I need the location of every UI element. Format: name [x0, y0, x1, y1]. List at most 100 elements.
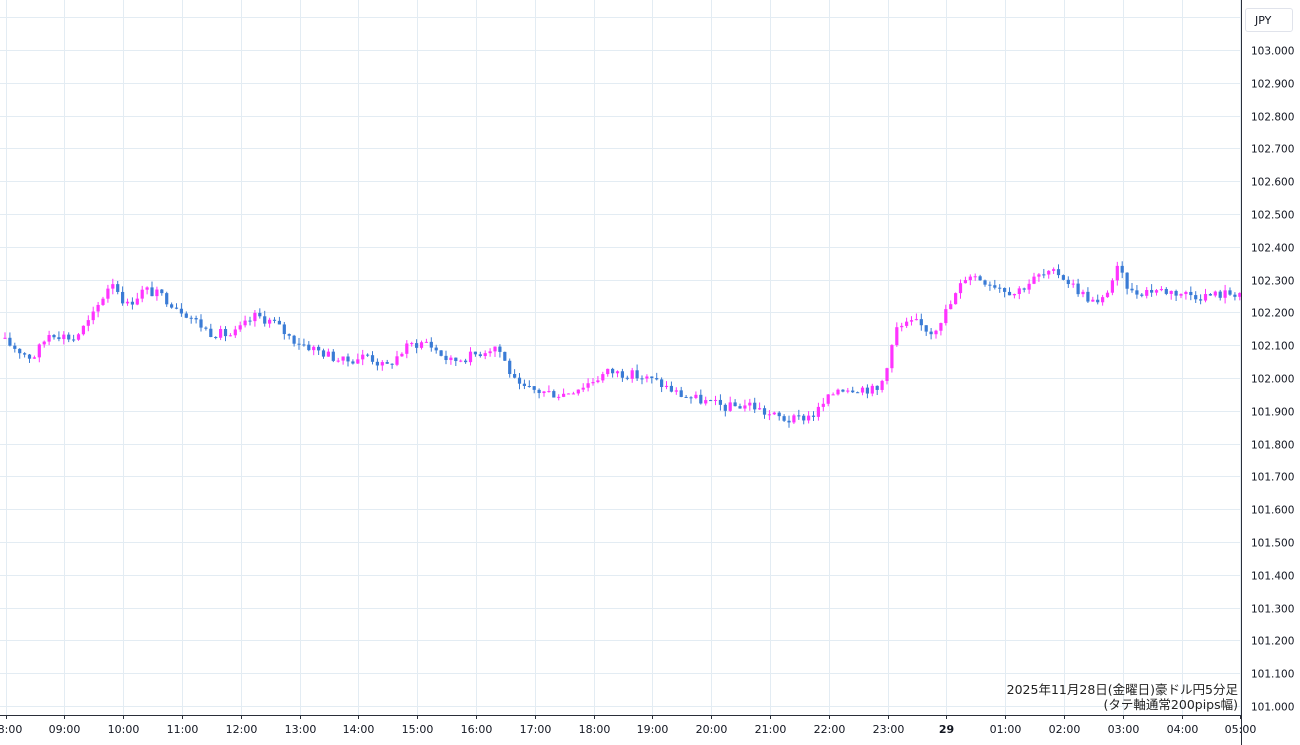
x-tick-label: 16:00 [461, 723, 493, 736]
time-axis[interactable]: 08:00 09:00 10:00 11:00 12:00 13:00 14:00 15:00… [0, 715, 1256, 736]
candle-body-up [591, 382, 595, 384]
x-tick-label: 15:00 [402, 723, 434, 736]
candle-body-up [356, 359, 360, 364]
candle-body-down [277, 320, 282, 325]
candlestick-series [3, 261, 1242, 428]
candle-body-up [944, 309, 948, 324]
candle-body-down [263, 316, 267, 324]
candle-body-down [983, 280, 987, 285]
candle-body-up [821, 403, 825, 407]
candle-body-up [468, 351, 473, 363]
candle-body-up [135, 298, 139, 305]
candle-body-up [243, 320, 247, 326]
candle-body-down [532, 386, 536, 390]
x-tick-label: 01:00 [990, 723, 1022, 736]
candle-body-up [870, 385, 874, 394]
candle-body-up [405, 343, 409, 354]
candle-body-down [856, 392, 860, 394]
candle-body-down [1056, 269, 1061, 276]
candle-body-up [1081, 291, 1085, 295]
candle-body-down [1007, 291, 1012, 296]
candle-body-down [1003, 288, 1007, 292]
currency-badge[interactable]: JPY [1245, 8, 1293, 32]
candle-body-up [557, 396, 561, 398]
candle-body-down [684, 396, 688, 398]
candle-body-up [1203, 294, 1208, 301]
candle-body-down [307, 344, 311, 351]
candle-body-down [753, 402, 757, 410]
candle-body-up [1179, 294, 1183, 296]
candle-body-down [1140, 294, 1144, 296]
candle-body-up [145, 287, 149, 290]
candle-body-down [116, 284, 120, 292]
candle-body-down [537, 389, 541, 394]
candle-body-up [792, 415, 796, 423]
candle-body-down [924, 325, 928, 332]
candle-body-down [351, 361, 355, 364]
candle-body-up [1169, 290, 1173, 294]
candle-body-up [125, 301, 130, 304]
candle-body-up [826, 394, 830, 404]
candle-body-down [660, 379, 664, 388]
price-axis[interactable]: 103.000 102.900 102.800 102.700 102.600 102.5… [1251, 46, 1294, 714]
candle-body-down [415, 343, 419, 348]
x-tick-label: 02:00 [1049, 723, 1081, 736]
candle-body-down [738, 406, 742, 409]
y-tick-label: 101.500 [1251, 538, 1294, 550]
candle-body-up [831, 394, 835, 396]
candle-body-up [586, 383, 590, 388]
x-tick-label: 08:00 [0, 723, 22, 736]
candle-body-down [150, 287, 154, 297]
candle-body-up [958, 283, 963, 294]
candle-body-down [160, 289, 164, 294]
candle-body-down [1125, 272, 1129, 289]
candle-body-up [140, 289, 144, 299]
y-tick-label: 101.300 [1251, 604, 1294, 616]
candle-body-up [326, 351, 331, 357]
candle-body-down [988, 284, 992, 286]
candle-body-down [875, 385, 879, 390]
candle-body-down [718, 399, 723, 405]
candle-body-up [542, 391, 546, 394]
candle-body-up [1159, 289, 1164, 291]
candle-body-down [248, 320, 252, 322]
x-tick-label: 19:00 [637, 723, 669, 736]
candle-body-up [934, 330, 938, 335]
candle-body-down [640, 378, 644, 380]
candle-body-up [728, 402, 732, 411]
candle-body-up [772, 412, 776, 415]
candle-body-up [1047, 270, 1051, 275]
candle-body-down [390, 363, 394, 365]
candle-body-down [165, 293, 169, 305]
candle-body-down [650, 376, 654, 379]
y-tick-label: 102.300 [1251, 276, 1294, 288]
candle-body-down [513, 374, 517, 378]
candle-body-up [1101, 297, 1105, 303]
candle-body-up [228, 335, 233, 337]
y-tick-label: 102.700 [1251, 144, 1294, 156]
candle-body-down [8, 337, 12, 346]
candle-body-down [174, 307, 179, 309]
candle-body-down [1066, 279, 1070, 285]
candle-body-up [900, 325, 904, 328]
candle-body-up [1091, 299, 1095, 302]
y-tick-label: 102.800 [1251, 112, 1294, 124]
candle-body-down [782, 416, 786, 421]
candle-body-up [694, 394, 698, 398]
candle-body-up [743, 405, 747, 409]
candle-body-down [1130, 288, 1134, 291]
candle-body-up [86, 320, 90, 326]
candle-body-down [1022, 288, 1026, 290]
candle-body-up [596, 380, 600, 383]
candle-body-up [939, 323, 943, 331]
candle-body-up [76, 334, 81, 340]
candle-body-up [1032, 276, 1036, 284]
candle-body-down [321, 350, 326, 357]
candle-body-up [914, 319, 919, 321]
candle-body-down [689, 397, 693, 399]
candle-body-up [106, 288, 110, 299]
candle-body-down [170, 304, 174, 308]
candle-body-down [444, 355, 448, 361]
candle-body-down [625, 377, 629, 379]
